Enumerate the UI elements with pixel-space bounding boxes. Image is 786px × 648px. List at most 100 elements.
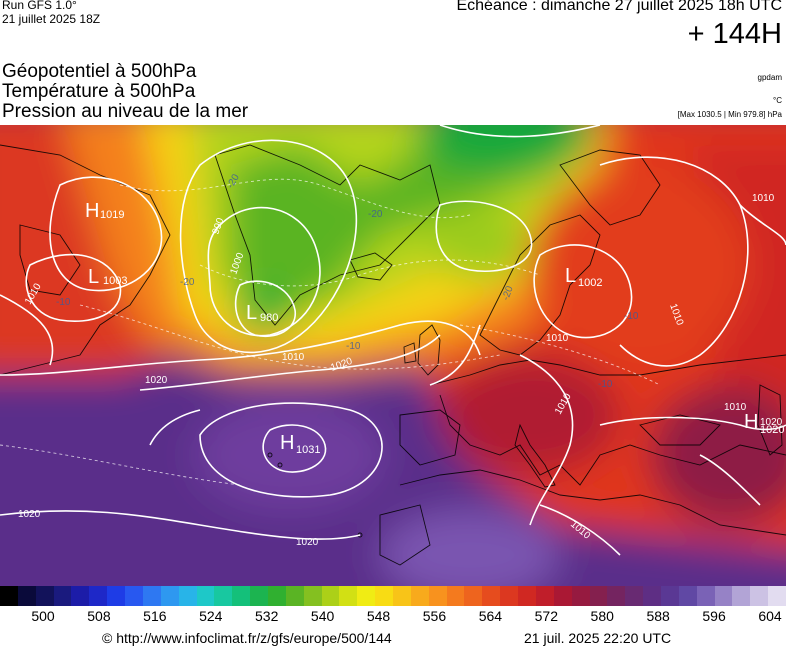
colorbar-tick-label: 500 [31,608,55,624]
unit-celsius: °C [773,96,782,105]
colorbar-swatch [750,586,769,606]
colorbar-tick-label: 588 [646,608,670,624]
field-title-geopotential: Géopotentiel à 500hPa [2,61,197,82]
system-value: 1019 [100,209,124,221]
system-value: 1003 [103,275,127,287]
colorbar-swatch [589,586,608,606]
colorbar-swatch [160,586,180,606]
colorbar-swatch [89,586,108,606]
colorbar [0,586,786,606]
system-marker: L [246,302,257,324]
isobar-label: 1020 [18,509,41,520]
forecast-valid-time: Echéance : dimanche 27 juillet 2025 18h … [456,0,782,14]
isotherm-label: -20 [368,209,383,220]
colorbar-tick-label: 580 [590,608,614,624]
run-title: Run GFS 1.0° [2,0,77,12]
colorbar-swatch [393,586,412,606]
lead-time: + 144H [687,18,782,50]
colorbar-tick-label: 548 [366,608,391,624]
isotherm-label: -10 [624,311,639,322]
colorbar-swatch [678,586,698,606]
colorbar-swatch [107,586,126,606]
colorbar-swatch [625,586,644,606]
isotherm-label: -20 [500,284,515,302]
weather-map: H 1019 L 1003 L 980 H 1031 L 1002 H 1020… [0,125,786,586]
unit-gpdam: gpdam [757,73,782,82]
colorbar-tick-label: 604 [758,608,782,624]
colorbar-tick-label: 532 [255,608,279,624]
field-title-temperature: Température à 500hPa [2,81,196,102]
isotherm-label: -10 [56,297,71,308]
colorbar-swatch [17,586,37,606]
colorbar-swatch [0,586,19,606]
colorbar-swatch [643,586,662,606]
colorbar-swatch [250,586,269,606]
colorbar-tick-label: 572 [534,608,558,624]
colorbar-swatch [267,586,287,606]
colorbar-swatch [196,586,215,606]
colorbar-swatch [732,586,751,606]
colorbar-swatch [428,586,448,606]
system-value: 1020 [760,424,784,436]
system-marker: L [565,265,576,287]
colorbar-swatch [125,586,144,606]
isotherm-label: -20 [180,277,195,288]
generation-time: 21 juil. 2025 22:20 UTC [524,630,672,646]
field-title-pressure: Pression au niveau de la mer [2,101,249,122]
colorbar-swatch [357,586,376,606]
colorbar-swatch [71,586,90,606]
colorbar-swatch [375,586,394,606]
isobar-label: 1010 [546,333,569,344]
colorbar-swatch [535,586,555,606]
isobar-label: 1010 [752,193,775,204]
pressure-range: [Max 1030.5 | Min 979.8] hPa [677,110,782,119]
colorbar-swatch [714,586,733,606]
colorbar-tick-label: 516 [143,608,167,624]
isotherm-label: -10 [346,341,361,352]
colorbar-swatch [660,586,680,606]
system-marker: H [744,411,758,433]
source-url: © http://www.infoclimat.fr/z/gfs/europe/… [102,630,392,646]
isobar-label: 1010 [282,352,305,363]
isobar-label: 1020 [760,417,783,428]
colorbar-swatch [285,586,305,606]
isotherm-label: -10 [598,379,613,390]
colorbar-swatch [53,586,72,606]
system-value: 980 [260,312,278,324]
colorbar-tick-label: 596 [702,608,726,624]
colorbar-swatch [410,586,430,606]
colorbar-swatch [482,586,501,606]
colorbar-swatch [339,586,358,606]
isobar-label: 1020 [145,375,168,386]
colorbar-swatch [446,586,465,606]
colorbar-swatch [553,586,573,606]
system-marker: L [88,266,99,288]
colorbar-swatch [142,586,162,606]
colorbar-tick-label: 564 [478,608,503,624]
colorbar-swatch [571,586,590,606]
colorbar-swatch [35,586,55,606]
colorbar-swatch [321,586,340,606]
system-marker: H [280,432,294,454]
colorbar-swatch [214,586,233,606]
colorbar-swatch [500,586,519,606]
colorbar-swatch [178,586,197,606]
run-date: 21 juillet 2025 18Z [2,12,101,26]
system-value: 1002 [578,277,602,289]
system-value: 1031 [296,444,320,456]
colorbar-swatch [518,586,537,606]
colorbar-swatch [232,586,251,606]
colorbar-tick-label: 556 [422,608,447,624]
colorbar-swatch [464,586,483,606]
colorbar-tick-label: 540 [310,608,335,624]
isobar-label: 1020 [296,537,319,548]
colorbar-swatch [696,586,716,606]
colorbar-swatch [607,586,626,606]
system-marker: H [85,200,99,222]
colorbar-labels: 500 508 516 524 532 540 548 556 564 572 580 588 596 6… [0,608,786,628]
isobar-label: 1010 [724,402,747,413]
colorbar-swatch [768,586,786,606]
colorbar-tick-label: 508 [87,608,111,624]
colorbar-swatch [303,586,323,606]
colorbar-tick-label: 524 [199,608,223,624]
